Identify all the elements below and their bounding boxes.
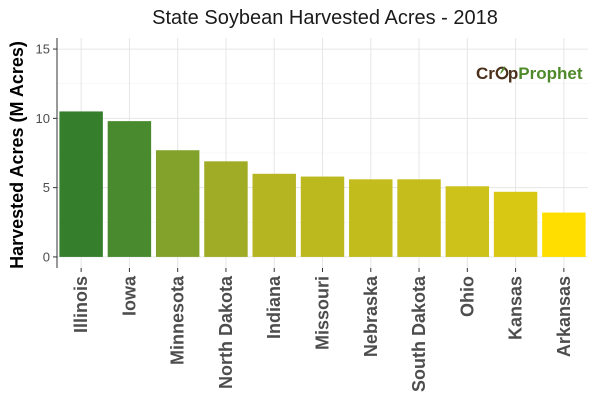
bar-minnesota — [155, 150, 200, 257]
plot-panel: 0 5 10 15 Illinois Iowa Minnesota North Dakota I… — [36, 38, 588, 392]
logo-crop-part: Cr — [476, 64, 495, 83]
x-tick-label: Ohio — [457, 276, 477, 317]
y-tick-label: 15 — [36, 42, 50, 57]
x-tick-label: Arkansas — [554, 276, 574, 357]
bar-south-dakota — [397, 179, 441, 257]
x-tick-label: North Dakota — [216, 275, 236, 389]
bar-arkansas — [542, 212, 586, 257]
y-axis-label: Harvested Acres (M Acres) — [7, 41, 27, 269]
bar-north-dakota — [204, 161, 248, 257]
x-tick-label: South Dakota — [409, 275, 429, 392]
bar-indiana — [252, 173, 296, 257]
y-tick-label: 5 — [43, 180, 50, 195]
crop-prophet-logo: Cr pProphet — [476, 64, 583, 83]
bar-missouri — [300, 176, 345, 257]
bar-kansas — [493, 191, 538, 257]
seed-icon — [495, 66, 509, 80]
x-tick-label: Iowa — [119, 275, 139, 316]
x-tick-label: Kansas — [506, 276, 526, 340]
bar-nebraska — [349, 179, 393, 257]
x-tick-label: Nebraska — [361, 275, 381, 357]
bar-ohio — [445, 186, 490, 257]
x-tick-label: Minnesota — [168, 275, 188, 365]
chart-title: State Soybean Harvested Acres - 2018 — [152, 7, 498, 29]
x-tick-label: Missouri — [313, 276, 333, 350]
y-tick-label: 0 — [43, 249, 50, 264]
x-tick-label: Indiana — [264, 275, 284, 339]
bar-illinois — [59, 111, 103, 257]
logo-prophet-part: Prophet — [518, 64, 583, 83]
logo-p-part: p — [508, 64, 518, 83]
y-tick-label: 10 — [36, 111, 50, 126]
x-tick-label: Illinois — [71, 276, 91, 333]
bar-iowa — [107, 121, 152, 257]
